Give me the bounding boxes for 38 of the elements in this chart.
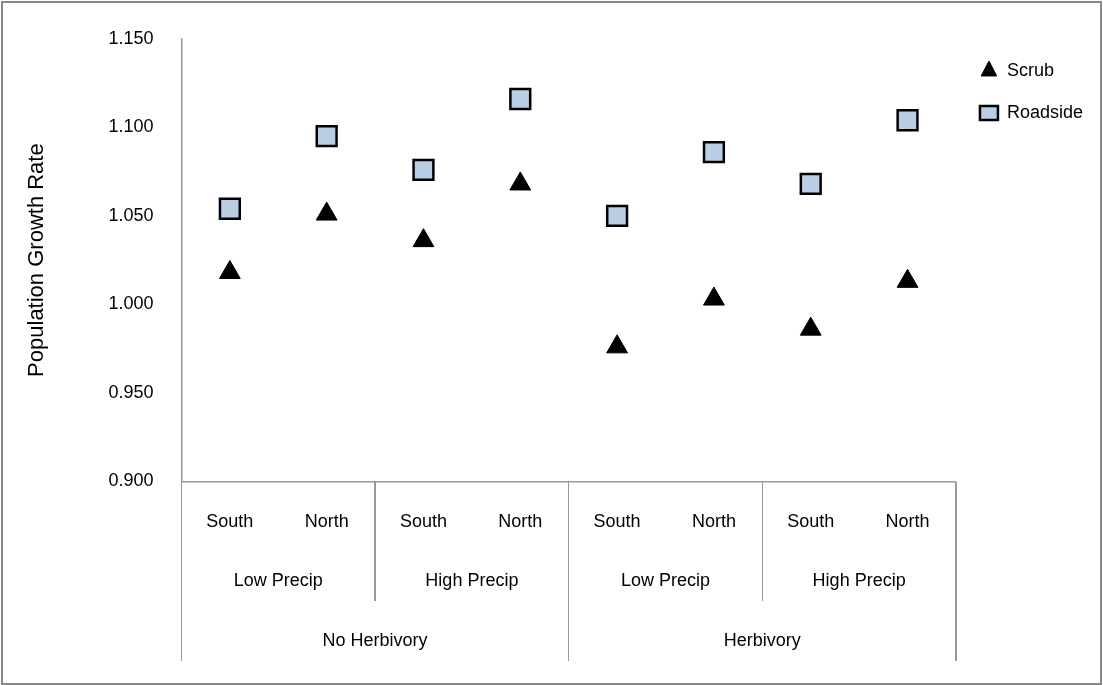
point — [412, 228, 435, 248]
point — [315, 201, 338, 221]
point — [509, 87, 532, 111]
y-tick-label: 1.050 — [108, 204, 154, 225]
y-axis-title: Population Growth Rate — [23, 143, 49, 377]
point — [218, 197, 241, 220]
x-tick-label: North — [691, 511, 736, 532]
point — [702, 140, 726, 164]
point — [703, 286, 725, 306]
text: High Precip — [812, 570, 906, 591]
x-tick-label: South — [787, 511, 835, 532]
point — [605, 204, 629, 227]
point — [799, 172, 822, 196]
x-tick-label: South — [593, 511, 641, 532]
point — [799, 316, 822, 336]
point — [896, 109, 919, 132]
point — [315, 125, 338, 148]
point — [412, 158, 435, 181]
y-tick-label: 0.950 — [108, 381, 154, 402]
point — [896, 268, 919, 288]
text: Herbivory — [723, 630, 801, 651]
text: Low Precip — [620, 570, 711, 591]
text: Low Precip — [233, 570, 323, 591]
x-tick-label: South — [399, 511, 447, 532]
x-tick-label: North — [885, 511, 930, 532]
legend-label: Scrub — [1006, 59, 1054, 80]
legend-label: Roadside — [1006, 101, 1084, 122]
y-tick-label: 1.150 — [108, 27, 154, 48]
x-tick-label: South — [206, 511, 254, 532]
y-tick-label: 1.100 — [108, 116, 154, 137]
point — [218, 259, 241, 279]
text: No Herbivory — [322, 630, 428, 651]
text: High Precip — [425, 570, 519, 591]
y-tick-label: 0.900 — [108, 470, 154, 491]
point — [606, 334, 628, 354]
x-tick-label: North — [498, 511, 543, 532]
x-tick-label: North — [304, 511, 349, 532]
y-tick-label: 1.000 — [108, 293, 154, 314]
